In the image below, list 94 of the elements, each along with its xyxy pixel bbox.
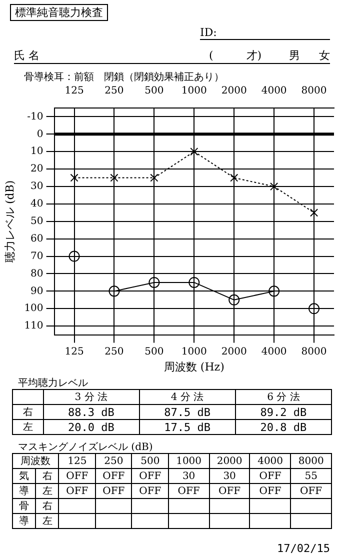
y-tick-label: 0 [36,128,44,140]
text: 20.8 dB [235,420,332,434]
point [150,174,158,182]
text: マスキングノイズレベル (dB) [18,441,153,454]
text: 6 分 法 [235,390,332,404]
point [268,286,280,297]
text: OFF [168,484,210,498]
x-tick-label: 500 [144,86,164,97]
text: 骨 [12,498,36,514]
y-tick-label: 10 [30,146,44,158]
category-label: 4000 [258,456,284,466]
point [190,148,198,156]
text: OFF [250,484,291,498]
text: 89.2 dB [235,404,332,420]
text: 左 [12,420,44,434]
y-tick-label: 80 [30,268,44,280]
text: 30 [209,468,250,484]
text: 17.5 dB [139,420,236,434]
category-label: 250 [104,346,124,358]
text: OFF [95,484,132,498]
x-tick-label: 250 [104,86,124,97]
text: 30 [168,468,210,484]
text: 導 [12,484,36,498]
point [308,303,320,314]
text: 3 分 法 [43,390,140,404]
x-tick-label: 4000 [261,86,287,97]
point [70,174,78,182]
text: 左 [36,514,59,528]
text: 気 [12,468,36,484]
point [110,174,118,182]
text: OFF [132,484,168,498]
y-tick-label: 50 [30,216,44,227]
category-label: 4000 [261,346,287,358]
text: OFF [290,484,332,498]
category-label: 125 [64,346,84,358]
category-label: 1000 [181,346,207,358]
category-label: 500 [144,346,164,358]
y-tick-label: 110 [24,320,44,332]
x-tick-label: 2000 [221,86,247,97]
x-tick-label: 8000 [301,86,327,97]
text: 周波数 [12,454,59,468]
text: 55 [290,468,332,484]
category-label: 500 [140,456,160,466]
text: OFF [58,468,96,484]
text: 20.0 dB [43,420,140,434]
text: 右 [36,498,59,514]
point [108,286,120,297]
category-label: 8000 [298,456,324,466]
y-axis-title: 聴力レベル (dB) [3,180,16,263]
text: 氏 名 [14,48,40,63]
category-label: 1000 [176,456,202,466]
point [270,182,278,191]
y-tick-label: 90 [30,286,44,297]
text: ID: [200,26,330,40]
text: 男 [289,48,301,63]
point [148,276,160,288]
chart-title: 標準純音聴力検査 [10,4,108,21]
point [228,294,240,306]
text: 4 分 法 [139,390,236,404]
text: OFF [132,468,168,484]
point [310,208,318,217]
text: 骨導検耳：前額 閉鎖（閉鎖効果補正あり） [24,70,224,84]
y-tick-label: 20 [30,164,44,175]
text: 平均聴力レベル [18,376,88,390]
text: ( 才) [209,48,263,63]
category-label: 8000 [301,346,327,358]
y-tick-label: 30 [30,181,44,192]
point [230,174,238,182]
text: OFF [250,468,291,484]
text: 右 [36,468,59,484]
category-label: 250 [104,456,124,466]
text: 右 [12,404,44,420]
text: OFF [58,484,96,498]
x-axis-title: 周波数 (Hz) [164,360,224,374]
y-tick-label: 40 [30,198,44,210]
point [188,276,200,288]
text: OFF [95,468,132,484]
text: 88.3 dB [43,404,140,420]
text: 17/02/15 [277,542,330,555]
y-tick-label: 100 [24,303,44,314]
y-tick-label: 60 [30,233,44,244]
text: 87.5 dB [139,404,236,420]
x-tick-label: 125 [64,86,84,97]
text: 導 [12,514,36,528]
y-tick-label: -10 [27,111,44,122]
category-label: 2000 [221,346,247,358]
point [68,250,80,262]
category-label: 2000 [216,456,242,466]
text: 左 [36,484,59,498]
x-tick-label: 1000 [181,86,207,97]
text: OFF [209,484,250,498]
text: 女 [319,48,330,63]
category-label: 125 [68,456,87,466]
y-tick-label: 70 [30,250,44,262]
